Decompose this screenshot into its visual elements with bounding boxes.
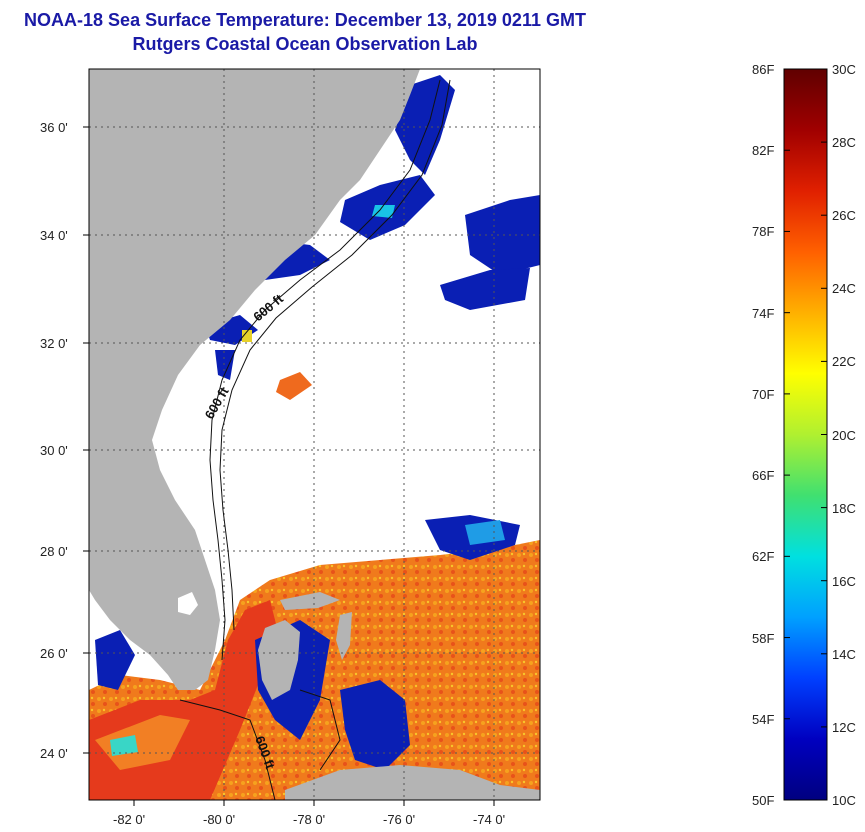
- lat-label-34: 34 0': [40, 228, 68, 243]
- lon-label-80: -80 0': [203, 812, 235, 827]
- land-mainland: [89, 69, 420, 690]
- lat-label-30: 30 0': [40, 443, 68, 458]
- cb-label-62F: 62F: [752, 549, 774, 564]
- colorbar-gradient: [783, 68, 828, 801]
- axis-ticks: [83, 126, 495, 806]
- lat-label-28: 28 0': [40, 544, 68, 559]
- colorbar: 86F 82F 78F 74F 70F 66F 62F 58F 54F 50F …: [752, 62, 856, 808]
- florida-keys-warm: [95, 715, 190, 770]
- map-subtitle: Rutgers Coastal Ocean Observation Lab: [132, 34, 478, 54]
- cb-label-74F: 74F: [752, 306, 774, 321]
- colorbar-ticks: [784, 68, 827, 801]
- cb-label-20C: 20C: [832, 428, 856, 443]
- map-title: NOAA-18 Sea Surface Temperature: Decembe…: [24, 10, 586, 30]
- graticule-lines: [89, 69, 540, 800]
- cb-label-10C: 10C: [832, 793, 856, 808]
- cb-label-86F: 86F: [752, 62, 774, 77]
- cb-label-26C: 26C: [832, 208, 856, 223]
- lat-label-26: 26 0': [40, 646, 68, 661]
- cb-label-28C: 28C: [832, 135, 856, 150]
- andros-island: [258, 620, 300, 700]
- cb-label-30C: 30C: [832, 62, 856, 77]
- lake-okeechobee: [178, 592, 198, 615]
- lon-label-82: -82 0': [113, 812, 145, 827]
- lon-label-74: -74 0': [473, 812, 505, 827]
- lon-label-78: -78 0': [293, 812, 325, 827]
- cb-label-70F: 70F: [752, 387, 774, 402]
- cb-label-82F: 82F: [752, 143, 774, 158]
- lat-label-36: 36 0': [40, 120, 68, 135]
- cb-label-12C: 12C: [832, 720, 856, 735]
- cuba-coast: [285, 765, 540, 800]
- lat-label-24: 24 0': [40, 746, 68, 761]
- cb-label-50F: 50F: [752, 793, 774, 808]
- bathymetry-contours: [179, 79, 451, 800]
- great-bahama-island: [280, 592, 340, 610]
- lat-label-32: 32 0': [40, 336, 68, 351]
- cb-label-22C: 22C: [832, 354, 856, 369]
- cb-label-16C: 16C: [832, 574, 856, 589]
- lon-label-76: -76 0': [383, 812, 415, 827]
- cb-label-58F: 58F: [752, 631, 774, 646]
- cb-label-54F: 54F: [752, 712, 774, 727]
- cb-label-18C: 18C: [832, 501, 856, 516]
- cb-label-24C: 24C: [832, 281, 856, 296]
- map-area: 600 ft 600 ft 600 ft: [89, 69, 540, 800]
- cb-label-78F: 78F: [752, 224, 774, 239]
- eleuthera-island: [336, 612, 352, 660]
- cb-label-66F: 66F: [752, 468, 774, 483]
- cb-label-14C: 14C: [832, 647, 856, 662]
